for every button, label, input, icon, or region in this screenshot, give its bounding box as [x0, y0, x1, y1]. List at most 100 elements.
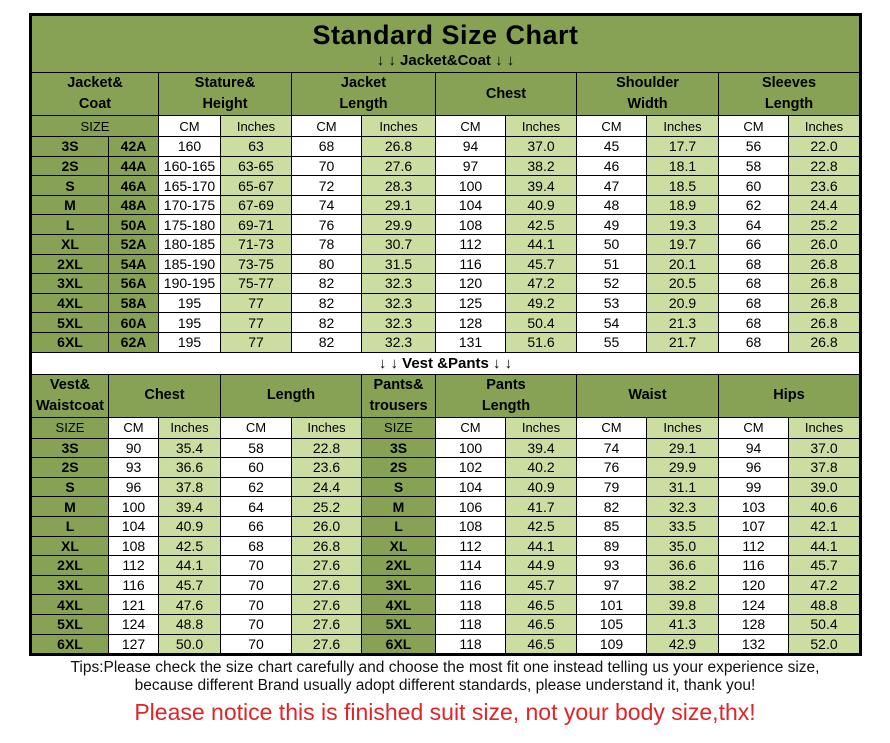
table-row: 5XL 124 48.8 70 27.6 5XL 118 46.5 105 41.3 128 50.4: [30, 613, 861, 635]
value-cell: 58: [220, 437, 292, 459]
vest-pants-body: 3S 90 35.4 58 22.8 3S 100 39.4 74 29.1 94 37.0 2S 93 3…: [30, 437, 861, 656]
value-cell: 62: [718, 194, 789, 216]
value-cell: 17.7: [646, 136, 719, 157]
value-cell: 31.5: [361, 253, 436, 275]
value-cell: 97: [435, 155, 506, 177]
value-cell: 82: [576, 496, 647, 517]
value-cell: 49: [576, 214, 647, 235]
value-cell: 100: [108, 496, 159, 517]
size-cell: XL: [30, 234, 109, 255]
value-cell: 118: [435, 594, 506, 615]
value-cell: 101: [576, 594, 647, 615]
value-cell: 40.6: [788, 496, 861, 517]
value-cell: 46.5: [505, 633, 577, 656]
size-cell: 5XL: [30, 312, 109, 333]
value-cell: 120: [718, 574, 789, 596]
value-cell: 29.1: [361, 194, 436, 216]
cm-header-cell: CM: [435, 416, 506, 439]
size-chart-table: Standard Size Chart ↓ ↓ Jacket&Coat ↓ ↓ …: [29, 13, 862, 657]
value-cell: 124: [108, 613, 159, 635]
value-cell: 46: [576, 155, 647, 177]
table-row: 2S 93 36.6 60 23.6 2S 102 40.2 76 29.9 96 37.8: [30, 457, 861, 478]
value-cell: 69-71: [220, 214, 292, 235]
value-cell: 70: [220, 613, 292, 635]
value-cell: 70: [220, 555, 292, 576]
value-cell: 120: [435, 273, 506, 294]
value-cell: 77: [220, 292, 292, 314]
size-cell: M: [30, 194, 109, 216]
table-row: 2XL 54A 185-190 73-75 80 31.5 116 45.7 51 20.1 68 2…: [30, 253, 861, 275]
value-cell: 41.3: [646, 613, 719, 635]
value-cell: 50.4: [505, 312, 577, 333]
size-cell: 60A: [108, 312, 159, 333]
size-cell: 3XL: [30, 574, 109, 596]
size-cell: L: [361, 515, 436, 537]
value-cell: 65-67: [220, 175, 292, 196]
value-cell: 25.2: [291, 496, 362, 517]
column-group-header: Hips: [718, 373, 861, 418]
value-cell: 21.7: [646, 331, 719, 353]
value-cell: 50: [576, 234, 647, 255]
value-cell: 175-180: [158, 214, 221, 235]
column-group-header: Vest& Waistcoat: [30, 373, 109, 418]
size-cell: M: [30, 496, 109, 517]
jacket-coat-body: 3S 42A 160 63 68 26.8 94 37.0 45 17.7 56 22.0 2S 44A 1…: [30, 136, 861, 353]
value-cell: 31.1: [646, 476, 719, 498]
table-row: 4XL 58A 195 77 82 32.3 125 49.2 53 20.9 68 26.8: [30, 292, 861, 314]
value-cell: 74: [291, 194, 362, 216]
cm-header-cell: CM: [718, 115, 789, 138]
size-cell: 52A: [108, 234, 159, 255]
size-chart-container: Standard Size Chart ↓ ↓ Jacket&Coat ↓ ↓ …: [29, 13, 862, 657]
column-group-header: Jacket& Coat: [30, 71, 159, 117]
column-group-header: Chest: [435, 71, 577, 117]
value-cell: 76: [576, 457, 647, 478]
value-cell: 116: [435, 574, 506, 596]
value-cell: 40.9: [505, 194, 577, 216]
value-cell: 27.6: [291, 613, 362, 635]
value-cell: 20.9: [646, 292, 719, 314]
value-cell: 45.7: [788, 555, 861, 576]
value-cell: 26.8: [788, 273, 861, 294]
value-cell: 19.3: [646, 214, 719, 235]
jacket-coat-column-groups: Jacket& Coat Stature& Height Jacket Length…: [30, 71, 861, 117]
table-row: 6XL 127 50.0 70 27.6 6XL 118 46.5 109 42.9 132 52.0: [30, 633, 861, 656]
value-cell: 77: [220, 312, 292, 333]
value-cell: 38.2: [646, 574, 719, 596]
size-cell: 48A: [108, 194, 159, 216]
value-cell: 18.5: [646, 175, 719, 196]
value-cell: 132: [718, 633, 789, 656]
value-cell: 52: [576, 273, 647, 294]
value-cell: 37.0: [505, 136, 577, 157]
value-cell: 37.0: [788, 437, 861, 459]
tips-line-2: because different Brand usually adopt di…: [134, 677, 756, 695]
value-cell: 118: [435, 633, 506, 656]
value-cell: 39.4: [505, 175, 577, 196]
size-cell: 54A: [108, 253, 159, 275]
size-cell: 62A: [108, 331, 159, 353]
value-cell: 82: [291, 312, 362, 333]
inches-header-cell: Inches: [788, 115, 861, 138]
value-cell: 20.5: [646, 273, 719, 294]
section-separator: ↓ ↓ Vest &Pants ↓ ↓: [30, 351, 861, 375]
finished-size-notice: Please notice this is finished suit size…: [134, 699, 756, 726]
size-cell: 2S: [30, 155, 109, 177]
value-cell: 40.9: [505, 476, 577, 498]
value-cell: 190-195: [158, 273, 221, 294]
size-cell: 2XL: [30, 253, 109, 275]
size-cell: 2XL: [361, 555, 436, 576]
table-row: 3XL 116 45.7 70 27.6 3XL 116 45.7 97 38.2 120 47.2: [30, 574, 861, 596]
value-cell: 18.9: [646, 194, 719, 216]
value-cell: 44.1: [158, 555, 221, 576]
size-header-cell: SIZE: [30, 416, 109, 439]
value-cell: 49.2: [505, 292, 577, 314]
value-cell: 64: [718, 214, 789, 235]
table-row: L 104 40.9 66 26.0 L 108 42.5 85 33.5 107 42.1: [30, 515, 861, 537]
value-cell: 112: [435, 234, 506, 255]
separator-row: ↓ ↓ Vest &Pants ↓ ↓: [30, 351, 861, 375]
vest-pants-header: Vest& Waistcoat Chest Length Pants& trouser…: [30, 373, 861, 439]
value-cell: 116: [718, 555, 789, 576]
size-cell: 4XL: [30, 594, 109, 615]
cm-header-cell: CM: [718, 416, 789, 439]
value-cell: 160: [158, 136, 221, 157]
value-cell: 19.7: [646, 234, 719, 255]
